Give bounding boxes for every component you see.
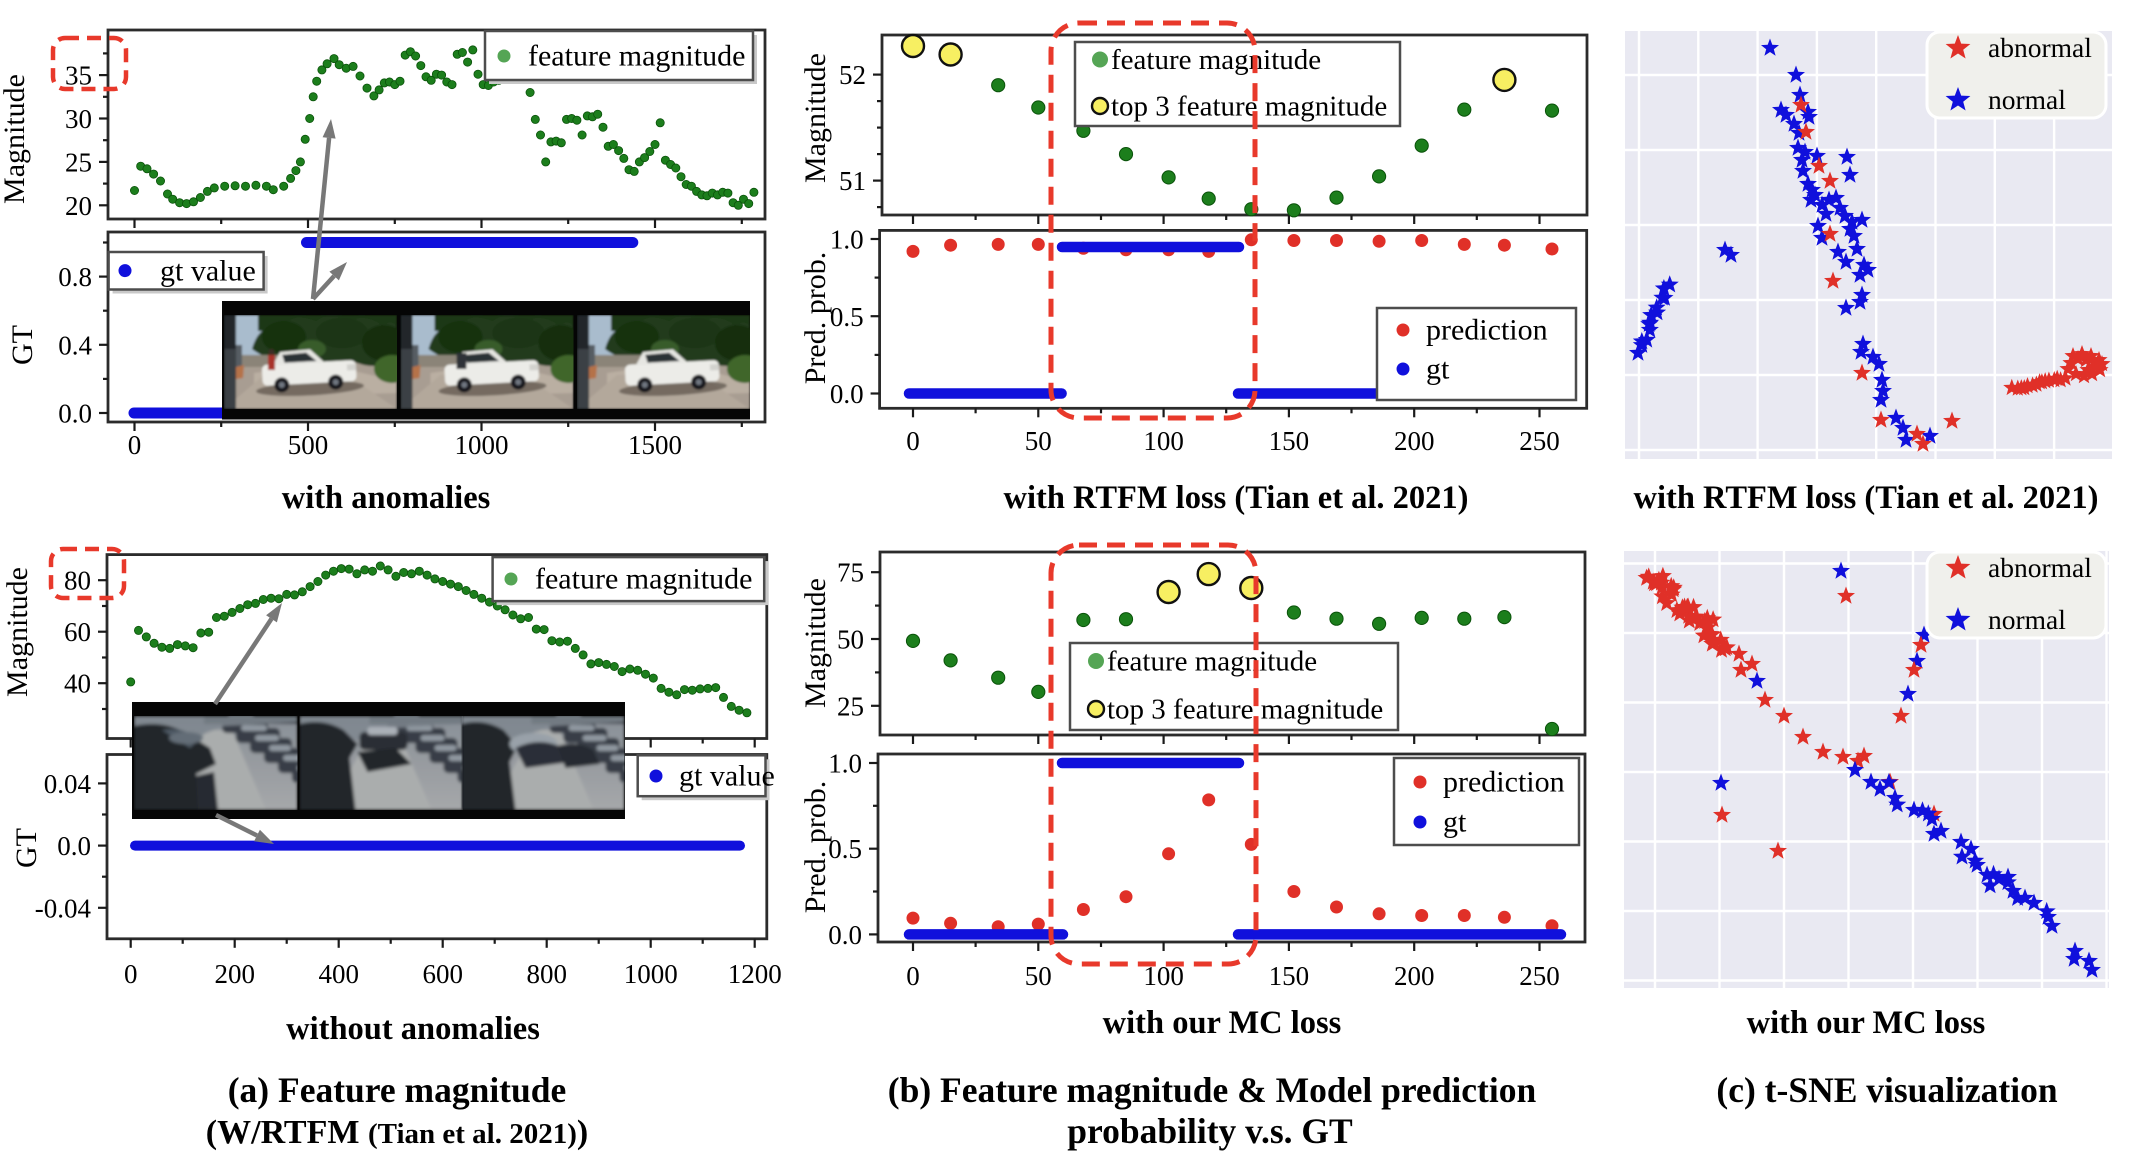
svg-text:Pred. prob.: Pred. prob. [799,781,832,913]
svg-text:feature magnitude: feature magnitude [528,40,745,73]
svg-text:250: 250 [1519,426,1560,456]
svg-text:(W/RTFM (Tian et al. 2021)): (W/RTFM (Tian et al. 2021)) [206,1114,588,1151]
svg-text:0: 0 [906,426,920,456]
svg-text:Magnitude: Magnitude [1,567,34,697]
svg-text:200: 200 [214,959,255,989]
svg-text:500: 500 [288,430,329,460]
svg-text:1200: 1200 [728,959,782,989]
svg-text:Magnitude: Magnitude [0,74,31,204]
svg-text:25: 25 [837,691,864,721]
svg-text:probability v.s. GT: probability v.s. GT [1067,1111,1353,1151]
svg-text:52: 52 [839,60,866,90]
svg-text:0: 0 [124,959,138,989]
svg-text:feature magnitude: feature magnitude [1111,44,1321,76]
svg-text:with RTFM loss (Tian et al. 20: with RTFM loss (Tian et al. 2021) [1634,480,2099,516]
svg-text:40: 40 [64,669,91,699]
svg-text:0.5: 0.5 [828,834,862,864]
svg-text:80: 80 [64,566,91,596]
svg-text:feature magnitude: feature magnitude [535,563,752,596]
svg-text:Pred. prob.: Pred. prob. [799,252,832,384]
svg-text:(a) Feature magnitude: (a) Feature magnitude [228,1070,567,1110]
svg-text:GT: GT [6,325,39,365]
svg-text:-0.04: -0.04 [35,893,92,923]
svg-text:abnormal: abnormal [1988,552,2092,583]
svg-text:50: 50 [1025,426,1052,456]
svg-text:0: 0 [906,961,920,991]
svg-text:0.0: 0.0 [828,920,862,950]
svg-text:Magnitude: Magnitude [799,53,832,183]
svg-text:GT: GT [10,828,43,868]
svg-text:with RTFM loss (Tian et al. 20: with RTFM loss (Tian et al. 2021) [1004,480,1469,516]
svg-text:with anomalies: with anomalies [282,480,491,516]
svg-text:gt: gt [1426,353,1450,386]
svg-text:without anomalies: without anomalies [286,1011,540,1047]
svg-text:gt: gt [1443,806,1467,839]
svg-text:0.4: 0.4 [58,330,92,360]
svg-text:(c) t-SNE visualization: (c) t-SNE visualization [1716,1070,2057,1110]
svg-text:0.8: 0.8 [58,262,92,292]
svg-text:150: 150 [1269,426,1310,456]
svg-text:50: 50 [1025,961,1052,991]
svg-text:0.5: 0.5 [830,302,864,332]
svg-text:with our MC loss: with our MC loss [1103,1005,1342,1041]
svg-text:0: 0 [128,430,142,460]
svg-text:51: 51 [839,166,866,196]
svg-text:Magnitude: Magnitude [799,578,832,708]
svg-text:abnormal: abnormal [1988,32,2092,63]
svg-text:50: 50 [837,625,864,655]
svg-text:600: 600 [422,959,463,989]
svg-text:75: 75 [837,558,864,588]
svg-text:400: 400 [318,959,359,989]
svg-text:(b) Feature magnitude & Model: (b) Feature magnitude & Model prediction [888,1070,1537,1110]
svg-text:60: 60 [64,617,91,647]
svg-text:1000: 1000 [624,959,678,989]
svg-text:25: 25 [65,147,92,177]
svg-text:prediction: prediction [1443,766,1565,799]
svg-text:150: 150 [1269,961,1310,991]
svg-text:0.0: 0.0 [58,399,92,429]
svg-text:100: 100 [1143,426,1184,456]
svg-text:200: 200 [1394,961,1435,991]
svg-text:gt value: gt value [679,760,775,793]
svg-text:20: 20 [65,191,92,221]
svg-text:0.0: 0.0 [57,831,91,861]
svg-text:top 3 feature magnitude: top 3 feature magnitude [1107,694,1383,726]
svg-text:feature magnitude: feature magnitude [1107,646,1317,678]
svg-text:1500: 1500 [628,430,682,460]
svg-text:1.0: 1.0 [830,225,864,255]
svg-text:35: 35 [65,61,92,91]
svg-text:top 3 feature magnitude: top 3 feature magnitude [1111,91,1387,123]
svg-text:1.0: 1.0 [828,749,862,779]
svg-text:with our MC loss: with our MC loss [1747,1005,1986,1041]
svg-text:normal: normal [1988,604,2066,635]
svg-text:800: 800 [526,959,567,989]
svg-text:0.0: 0.0 [830,379,864,409]
svg-text:prediction: prediction [1426,314,1548,347]
svg-text:gt value: gt value [160,255,256,288]
svg-text:250: 250 [1519,961,1560,991]
svg-text:normal: normal [1988,84,2066,115]
svg-text:1000: 1000 [455,430,509,460]
svg-text:0.04: 0.04 [44,769,92,799]
svg-text:200: 200 [1394,426,1435,456]
svg-text:30: 30 [65,104,92,134]
